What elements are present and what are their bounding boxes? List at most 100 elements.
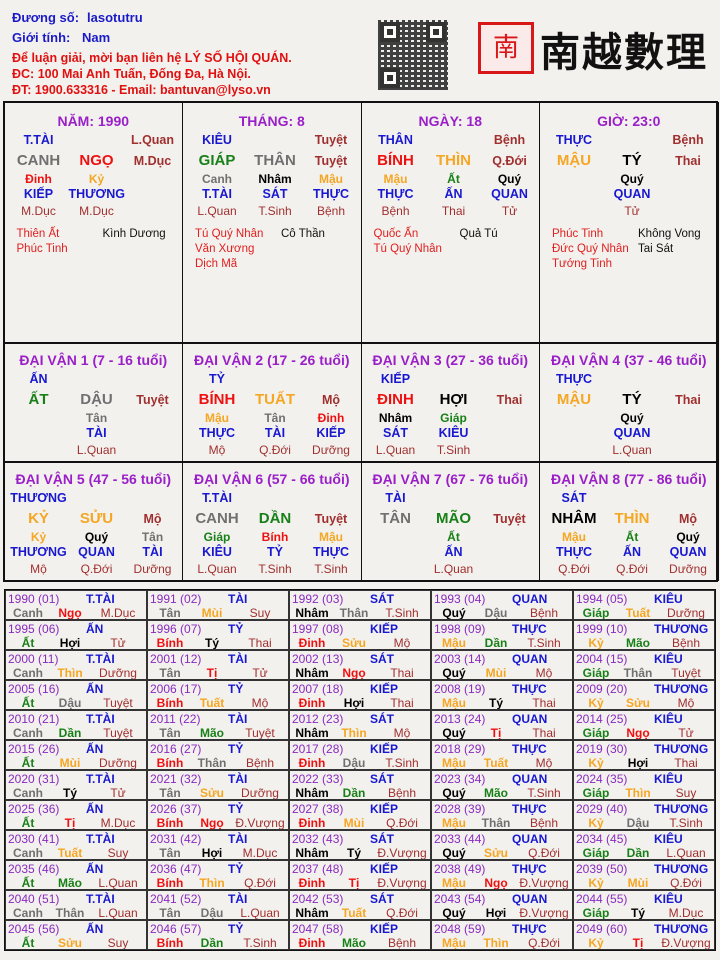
year-label: 2013 (24) <box>434 712 486 726</box>
ten-god: KIÊU <box>654 772 683 786</box>
year-pillar: Kỷ Dậu T.Sinh <box>576 816 712 829</box>
hidden-stem: Quý <box>620 410 644 425</box>
heavenly-stem: Giáp <box>582 666 610 680</box>
phase: Q.Đới <box>386 816 418 830</box>
hidden-phase: Mộ <box>30 561 47 576</box>
year-label: 2038 (49) <box>434 862 486 876</box>
phase: Đ.Vượng <box>519 876 569 890</box>
phase: Thai <box>675 392 701 407</box>
year-pillar: Giáp Thìn Suy <box>576 786 712 799</box>
hidden-god: QUAN <box>613 425 651 440</box>
earthly-branch: Tị <box>348 876 360 890</box>
good-star: Tướng Tinh <box>552 257 612 270</box>
heavenly-stem: Canh <box>13 666 43 680</box>
ten-god: TÀI <box>228 832 248 846</box>
hidden-phase-row: L.Quan T.Sinh Bệnh <box>183 204 361 219</box>
ten-god: KIẾP <box>370 742 399 756</box>
heavenly-stem: Bính <box>156 876 184 890</box>
hidden-stem <box>125 411 181 426</box>
phase-top: L.Quan <box>130 132 175 147</box>
heavenly-stem: ẤT <box>28 390 49 408</box>
earthly-branch: Tị <box>632 936 644 950</box>
hidden-stem <box>482 411 538 426</box>
dv-stem-row: ĐINH HỢI Thai <box>362 389 540 411</box>
earthly-branch: Dậu <box>200 906 224 920</box>
year-label: 2003 (14) <box>434 652 486 666</box>
phase: Tuyệt <box>314 511 348 526</box>
hidden-phase: Dưỡng <box>133 561 172 576</box>
ten-god: KIẾP <box>370 622 399 636</box>
heavenly-stem: CANH <box>16 151 61 169</box>
hidden-phase: T.Sinh <box>258 203 292 218</box>
heavenly-stem: Mậu <box>442 876 466 890</box>
earthly-branch: Mùi <box>201 606 223 620</box>
phase: Mộ <box>143 511 162 526</box>
bad-star: Tai Sát <box>638 242 674 255</box>
year-line: 2008 (19) THỰC <box>434 682 570 696</box>
heavenly-stem: Đinh <box>298 936 326 950</box>
year-line: 2006 (17) TỶ <box>150 682 286 696</box>
year-pillar: Kỷ Mùi Q.Đới <box>576 876 712 889</box>
phase: Tuyệt <box>103 696 133 710</box>
year-label: 2018 (29) <box>434 742 486 756</box>
heavenly-stem: Nhâm <box>295 906 329 920</box>
year-label: 2008 (19) <box>434 682 486 696</box>
phase: L.Quan <box>98 876 138 890</box>
hidden-stem: Giáp <box>203 529 231 544</box>
hidden-god: ẤN <box>622 544 642 559</box>
year-line: 2003 (14) QUAN <box>434 652 570 666</box>
year-cell: 2017 (28) KIẾP Đinh Dậu T.Sinh <box>289 740 431 770</box>
ten-god: TỶ <box>228 922 244 936</box>
year-line: 2046 (57) TỶ <box>150 922 286 936</box>
heavenly-stem: Kỷ <box>588 936 604 950</box>
hidden-phase: T.Sinh <box>258 561 292 576</box>
seal-logo: 南 <box>478 22 534 74</box>
ten-god: TỶ <box>228 742 244 756</box>
year-pillar: Bính Ngọ Đ.Vượng <box>150 816 286 829</box>
year-label: 2024 (35) <box>576 772 628 786</box>
year-label: 2027 (38) <box>292 802 344 816</box>
heavenly-stem: Kỷ <box>588 756 604 770</box>
chart-grid: NĂM: 1990 T.TÀI L.Quan CANH NGỌ M.Dục Đinh Kỷ KI… <box>3 101 719 582</box>
phase: Q.Đới <box>492 153 527 168</box>
ten-god: QUAN <box>512 832 548 846</box>
year-pillar: Ất Sửu Suy <box>8 936 144 949</box>
year-label: 2016 (27) <box>150 742 202 756</box>
year-pillar: Tân Mùi Suy <box>150 606 286 620</box>
phase: Dưỡng <box>667 606 705 620</box>
hidden-god <box>366 545 426 562</box>
year-line: 2032 (43) SÁT <box>292 832 428 846</box>
phase: Q.Đới <box>528 846 560 860</box>
earthly-branch: Mùi <box>485 666 507 680</box>
ten-god: ẤN <box>86 742 104 756</box>
good-star: Quốc Ấn <box>373 227 419 240</box>
heavenly-stem: Bính <box>156 696 184 710</box>
year-label: 2030 (41) <box>8 832 60 846</box>
year-cell: 2023 (34) QUAN Quý Mão T.Sinh <box>431 770 573 800</box>
bad-star: Không Vong <box>638 227 701 240</box>
year-cell: 2030 (41) T.TÀI Canh Tuất Suy <box>5 830 147 860</box>
hidden-phase <box>660 443 716 458</box>
ten-god: THÂN <box>378 132 413 147</box>
heavenly-stem: Đinh <box>298 636 326 650</box>
ten-god: KIẾP <box>370 862 399 876</box>
good-star: Dịch Mã <box>195 257 238 270</box>
hidden-god-row: THỰC ẤN QUAN <box>362 187 540 204</box>
gender: Nam <box>81 30 111 45</box>
hidden-stem: Kỷ <box>30 529 47 544</box>
dai-van-4: ĐẠI VẬN 4 (37 - 46 tuổi) THỰC MẬU TÝ Thai Quý… <box>539 342 719 462</box>
hidden-stem-row: Mậu Ất Quý <box>540 530 718 545</box>
heavenly-stem: GIÁP <box>198 151 236 169</box>
phase: Tử <box>110 636 126 650</box>
contact-line: Để luận giải, mời bạn liên hệ LÝ SỐ HỘI … <box>12 51 292 65</box>
ten-god: THƯƠNG <box>654 742 709 756</box>
hidden-god <box>482 426 538 443</box>
year-label: 2015 (26) <box>8 742 60 756</box>
hidden-phase: T.Sinh <box>314 561 348 576</box>
year-cell: 2031 (42) TÀI Tân Hợi M.Dục <box>147 830 289 860</box>
heavenly-stem: Canh <box>13 726 43 740</box>
earthly-branch: TÝ <box>622 151 642 169</box>
hidden-god <box>125 187 181 204</box>
hidden-phase <box>544 204 604 219</box>
hidden-stem-row: Mậu Tân Đinh <box>183 411 361 426</box>
